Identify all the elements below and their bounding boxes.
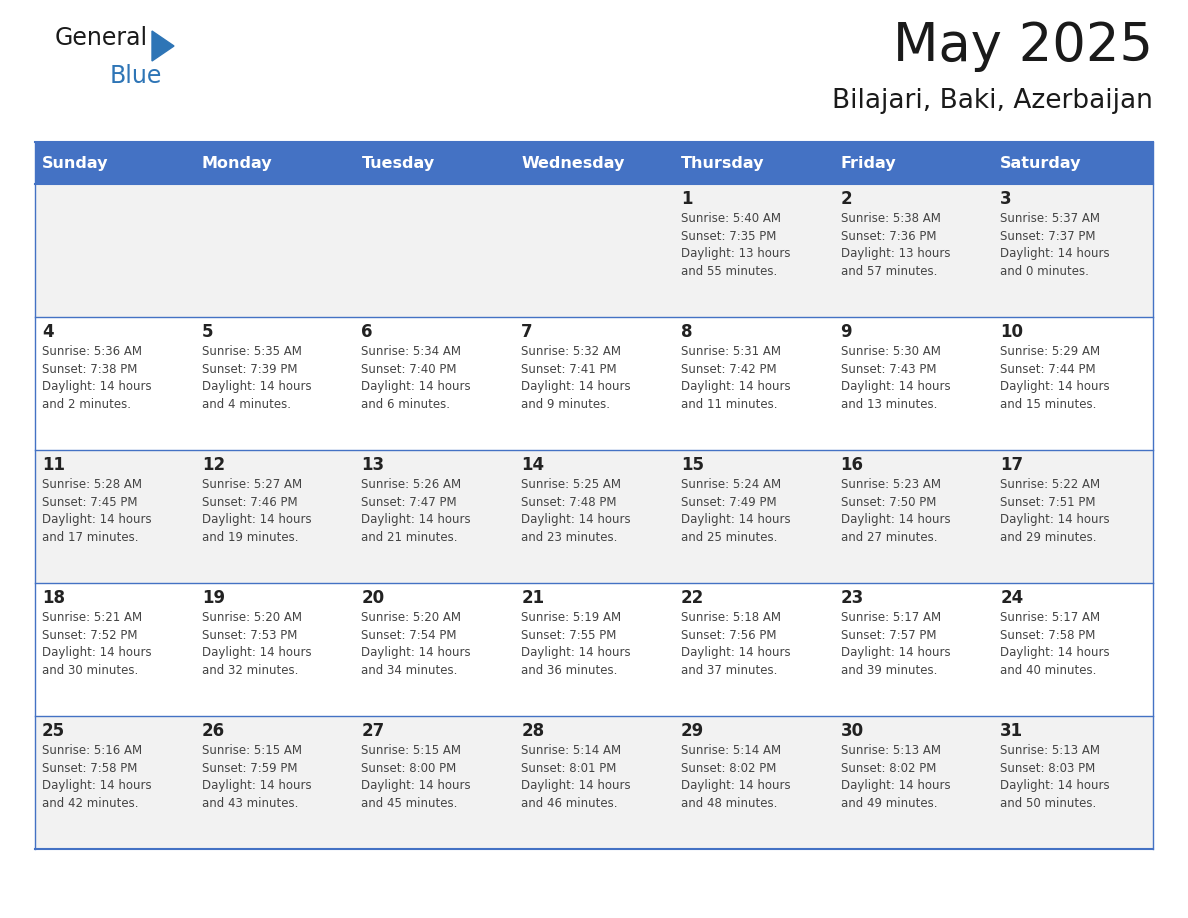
- Text: 3: 3: [1000, 190, 1012, 208]
- Text: Sunday: Sunday: [42, 156, 108, 171]
- Text: 20: 20: [361, 589, 385, 607]
- Text: Sunrise: 5:17 AM
Sunset: 7:58 PM
Daylight: 14 hours
and 40 minutes.: Sunrise: 5:17 AM Sunset: 7:58 PM Dayligh…: [1000, 611, 1110, 677]
- Text: 2: 2: [841, 190, 852, 208]
- Text: 8: 8: [681, 323, 693, 341]
- Text: Thursday: Thursday: [681, 156, 764, 171]
- Text: 5: 5: [202, 323, 213, 341]
- Text: Sunrise: 5:24 AM
Sunset: 7:49 PM
Daylight: 14 hours
and 25 minutes.: Sunrise: 5:24 AM Sunset: 7:49 PM Dayligh…: [681, 478, 790, 543]
- Text: 19: 19: [202, 589, 225, 607]
- Text: 13: 13: [361, 456, 385, 475]
- Text: Sunrise: 5:26 AM
Sunset: 7:47 PM
Daylight: 14 hours
and 21 minutes.: Sunrise: 5:26 AM Sunset: 7:47 PM Dayligh…: [361, 478, 472, 543]
- Text: Sunrise: 5:31 AM
Sunset: 7:42 PM
Daylight: 14 hours
and 11 minutes.: Sunrise: 5:31 AM Sunset: 7:42 PM Dayligh…: [681, 345, 790, 410]
- Text: Sunrise: 5:30 AM
Sunset: 7:43 PM
Daylight: 14 hours
and 13 minutes.: Sunrise: 5:30 AM Sunset: 7:43 PM Dayligh…: [841, 345, 950, 410]
- Text: 16: 16: [841, 456, 864, 475]
- Text: 30: 30: [841, 722, 864, 740]
- Text: 31: 31: [1000, 722, 1023, 740]
- Text: 7: 7: [522, 323, 532, 341]
- Text: 1: 1: [681, 190, 693, 208]
- Text: Sunrise: 5:28 AM
Sunset: 7:45 PM
Daylight: 14 hours
and 17 minutes.: Sunrise: 5:28 AM Sunset: 7:45 PM Dayligh…: [42, 478, 152, 543]
- Text: Sunrise: 5:13 AM
Sunset: 8:03 PM
Daylight: 14 hours
and 50 minutes.: Sunrise: 5:13 AM Sunset: 8:03 PM Dayligh…: [1000, 744, 1110, 810]
- Text: Sunrise: 5:16 AM
Sunset: 7:58 PM
Daylight: 14 hours
and 42 minutes.: Sunrise: 5:16 AM Sunset: 7:58 PM Dayligh…: [42, 744, 152, 810]
- Text: 4: 4: [42, 323, 53, 341]
- Text: Sunrise: 5:22 AM
Sunset: 7:51 PM
Daylight: 14 hours
and 29 minutes.: Sunrise: 5:22 AM Sunset: 7:51 PM Dayligh…: [1000, 478, 1110, 543]
- Bar: [34, 716, 1154, 849]
- Text: 29: 29: [681, 722, 704, 740]
- Text: Sunrise: 5:15 AM
Sunset: 7:59 PM
Daylight: 14 hours
and 43 minutes.: Sunrise: 5:15 AM Sunset: 7:59 PM Dayligh…: [202, 744, 311, 810]
- Text: 24: 24: [1000, 589, 1024, 607]
- Text: Sunrise: 5:15 AM
Sunset: 8:00 PM
Daylight: 14 hours
and 45 minutes.: Sunrise: 5:15 AM Sunset: 8:00 PM Dayligh…: [361, 744, 472, 810]
- Text: 27: 27: [361, 722, 385, 740]
- Polygon shape: [152, 31, 173, 61]
- Text: 21: 21: [522, 589, 544, 607]
- Bar: [34, 142, 195, 185]
- Text: Sunrise: 5:14 AM
Sunset: 8:01 PM
Daylight: 14 hours
and 46 minutes.: Sunrise: 5:14 AM Sunset: 8:01 PM Dayligh…: [522, 744, 631, 810]
- Text: 12: 12: [202, 456, 225, 475]
- Text: 23: 23: [841, 589, 864, 607]
- Text: May 2025: May 2025: [893, 20, 1154, 72]
- Bar: [34, 583, 1154, 716]
- Bar: [34, 450, 1154, 583]
- Text: 10: 10: [1000, 323, 1023, 341]
- Text: Blue: Blue: [110, 64, 163, 88]
- Text: Sunrise: 5:20 AM
Sunset: 7:53 PM
Daylight: 14 hours
and 32 minutes.: Sunrise: 5:20 AM Sunset: 7:53 PM Dayligh…: [202, 611, 311, 677]
- Bar: [834, 142, 993, 185]
- Text: Sunrise: 5:34 AM
Sunset: 7:40 PM
Daylight: 14 hours
and 6 minutes.: Sunrise: 5:34 AM Sunset: 7:40 PM Dayligh…: [361, 345, 472, 410]
- Text: Bilajari, Baki, Azerbaijan: Bilajari, Baki, Azerbaijan: [832, 88, 1154, 114]
- Text: Tuesday: Tuesday: [361, 156, 435, 171]
- Text: Sunrise: 5:23 AM
Sunset: 7:50 PM
Daylight: 14 hours
and 27 minutes.: Sunrise: 5:23 AM Sunset: 7:50 PM Dayligh…: [841, 478, 950, 543]
- Text: 9: 9: [841, 323, 852, 341]
- Text: 17: 17: [1000, 456, 1023, 475]
- Bar: [674, 142, 834, 185]
- Text: 14: 14: [522, 456, 544, 475]
- Text: 28: 28: [522, 722, 544, 740]
- Bar: [354, 142, 514, 185]
- Text: 15: 15: [681, 456, 703, 475]
- Text: Sunrise: 5:18 AM
Sunset: 7:56 PM
Daylight: 14 hours
and 37 minutes.: Sunrise: 5:18 AM Sunset: 7:56 PM Dayligh…: [681, 611, 790, 677]
- Text: 6: 6: [361, 323, 373, 341]
- Bar: [514, 142, 674, 185]
- Text: 26: 26: [202, 722, 225, 740]
- Text: 22: 22: [681, 589, 704, 607]
- Text: Sunrise: 5:20 AM
Sunset: 7:54 PM
Daylight: 14 hours
and 34 minutes.: Sunrise: 5:20 AM Sunset: 7:54 PM Dayligh…: [361, 611, 472, 677]
- Text: Sunrise: 5:40 AM
Sunset: 7:35 PM
Daylight: 13 hours
and 55 minutes.: Sunrise: 5:40 AM Sunset: 7:35 PM Dayligh…: [681, 212, 790, 278]
- Text: Sunrise: 5:38 AM
Sunset: 7:36 PM
Daylight: 13 hours
and 57 minutes.: Sunrise: 5:38 AM Sunset: 7:36 PM Dayligh…: [841, 212, 950, 278]
- Text: Sunrise: 5:21 AM
Sunset: 7:52 PM
Daylight: 14 hours
and 30 minutes.: Sunrise: 5:21 AM Sunset: 7:52 PM Dayligh…: [42, 611, 152, 677]
- Text: Friday: Friday: [841, 156, 896, 171]
- Text: Sunrise: 5:29 AM
Sunset: 7:44 PM
Daylight: 14 hours
and 15 minutes.: Sunrise: 5:29 AM Sunset: 7:44 PM Dayligh…: [1000, 345, 1110, 410]
- Bar: [34, 318, 1154, 450]
- Text: 11: 11: [42, 456, 65, 475]
- Text: 25: 25: [42, 722, 65, 740]
- Text: 18: 18: [42, 589, 65, 607]
- Text: Sunrise: 5:17 AM
Sunset: 7:57 PM
Daylight: 14 hours
and 39 minutes.: Sunrise: 5:17 AM Sunset: 7:57 PM Dayligh…: [841, 611, 950, 677]
- Bar: [34, 185, 1154, 318]
- Bar: [993, 142, 1154, 185]
- Text: Sunrise: 5:32 AM
Sunset: 7:41 PM
Daylight: 14 hours
and 9 minutes.: Sunrise: 5:32 AM Sunset: 7:41 PM Dayligh…: [522, 345, 631, 410]
- Text: Sunrise: 5:37 AM
Sunset: 7:37 PM
Daylight: 14 hours
and 0 minutes.: Sunrise: 5:37 AM Sunset: 7:37 PM Dayligh…: [1000, 212, 1110, 278]
- Text: Sunrise: 5:35 AM
Sunset: 7:39 PM
Daylight: 14 hours
and 4 minutes.: Sunrise: 5:35 AM Sunset: 7:39 PM Dayligh…: [202, 345, 311, 410]
- Text: Wednesday: Wednesday: [522, 156, 625, 171]
- Text: Monday: Monday: [202, 156, 272, 171]
- Text: General: General: [55, 26, 148, 50]
- Text: Saturday: Saturday: [1000, 156, 1082, 171]
- Text: Sunrise: 5:36 AM
Sunset: 7:38 PM
Daylight: 14 hours
and 2 minutes.: Sunrise: 5:36 AM Sunset: 7:38 PM Dayligh…: [42, 345, 152, 410]
- Bar: [195, 142, 354, 185]
- Text: Sunrise: 5:19 AM
Sunset: 7:55 PM
Daylight: 14 hours
and 36 minutes.: Sunrise: 5:19 AM Sunset: 7:55 PM Dayligh…: [522, 611, 631, 677]
- Text: Sunrise: 5:27 AM
Sunset: 7:46 PM
Daylight: 14 hours
and 19 minutes.: Sunrise: 5:27 AM Sunset: 7:46 PM Dayligh…: [202, 478, 311, 543]
- Text: Sunrise: 5:25 AM
Sunset: 7:48 PM
Daylight: 14 hours
and 23 minutes.: Sunrise: 5:25 AM Sunset: 7:48 PM Dayligh…: [522, 478, 631, 543]
- Text: Sunrise: 5:14 AM
Sunset: 8:02 PM
Daylight: 14 hours
and 48 minutes.: Sunrise: 5:14 AM Sunset: 8:02 PM Dayligh…: [681, 744, 790, 810]
- Text: Sunrise: 5:13 AM
Sunset: 8:02 PM
Daylight: 14 hours
and 49 minutes.: Sunrise: 5:13 AM Sunset: 8:02 PM Dayligh…: [841, 744, 950, 810]
